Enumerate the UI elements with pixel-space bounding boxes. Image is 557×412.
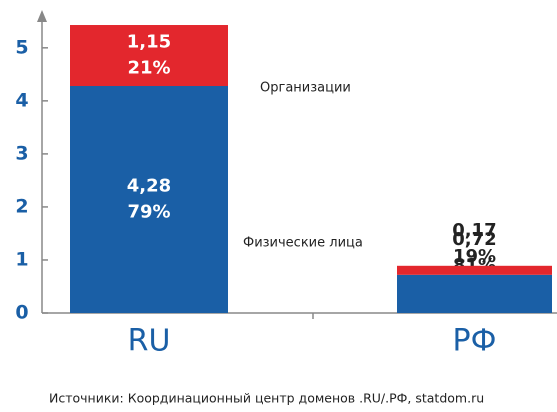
y-tick-label: 5 — [15, 36, 28, 58]
y-tick-label: 4 — [15, 89, 28, 111]
value-label: 0,72 — [452, 229, 496, 250]
y-tick-label: 1 — [15, 248, 28, 270]
x-tick-label: РФ — [453, 324, 497, 359]
series-label: Организации — [260, 81, 351, 96]
series-label: Физические лица — [243, 236, 363, 251]
bar-segment — [70, 25, 228, 87]
bar-segment — [70, 86, 228, 313]
y-tick-label: 2 — [15, 195, 28, 217]
value-label: 1,15 — [127, 32, 171, 53]
bar-segment — [397, 274, 552, 313]
bar-segment — [397, 265, 552, 275]
value-label: 0,17 — [452, 220, 496, 241]
y-axis-arrow — [37, 10, 47, 22]
value-label: 4,28 — [127, 176, 171, 197]
x-tick-label: RU — [128, 324, 171, 359]
share-label: 79% — [127, 202, 170, 223]
y-tick-label: 3 — [15, 142, 28, 164]
share-label: 21% — [127, 58, 170, 79]
source-note: Источники: Координационный центр доменов… — [49, 391, 484, 406]
y-tick-label: 0 — [15, 302, 28, 324]
share-label: 19% — [453, 246, 496, 267]
